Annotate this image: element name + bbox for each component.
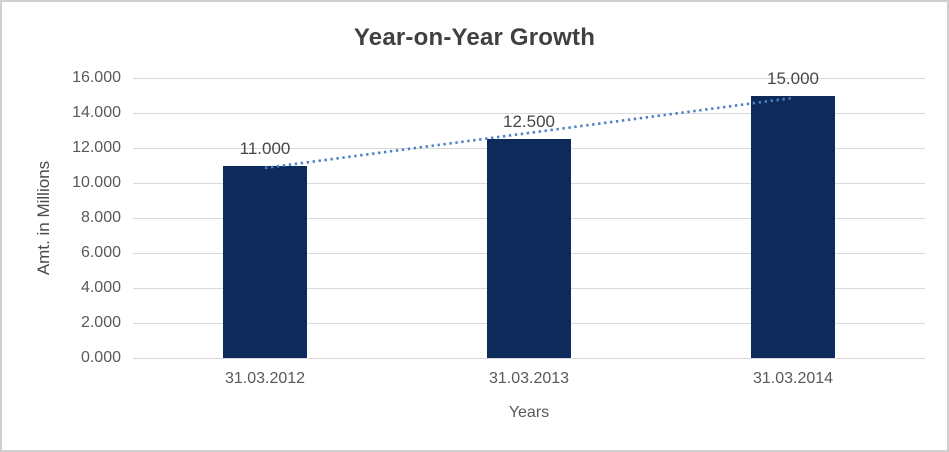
y-tick-label: 2.000 bbox=[80, 314, 121, 331]
x-tick-label: 31.03.2012 bbox=[224, 370, 306, 387]
x-tick-label: 31.03.2013 bbox=[488, 370, 570, 387]
y-tick-label: 16.000 bbox=[72, 69, 121, 86]
y-tick-label: 12.000 bbox=[72, 139, 121, 156]
x-axis-title: Years bbox=[508, 404, 550, 421]
bar-31.03.2013 bbox=[487, 139, 571, 358]
y-axis-tick-labels: 0.000 2.000 4.000 6.000 8.000 10.000 12.000 14.… bbox=[2, 69, 121, 366]
data-label: 15.000 bbox=[767, 68, 819, 88]
bar-31.03.2014 bbox=[751, 95, 835, 358]
y-tick-label: 4.000 bbox=[80, 279, 121, 296]
y-tick-label: 10.000 bbox=[72, 174, 121, 191]
gridline bbox=[133, 357, 925, 359]
plot-area: 11.000 12.500 15.000 bbox=[133, 69, 925, 359]
y-tick-label: 8.000 bbox=[80, 209, 121, 226]
bar-31.03.2012 bbox=[223, 165, 307, 358]
data-label: 12.500 bbox=[503, 112, 555, 132]
x-tick-label: 31.03.2014 bbox=[752, 370, 834, 387]
y-tick-label: 14.000 bbox=[72, 104, 121, 121]
y-tick-label: 0.000 bbox=[80, 349, 121, 366]
chart-title: Year-on-Year Growth bbox=[353, 24, 596, 51]
data-label: 11.000 bbox=[239, 138, 291, 158]
gridline bbox=[133, 77, 925, 79]
y-tick-label: 6.000 bbox=[80, 244, 121, 261]
